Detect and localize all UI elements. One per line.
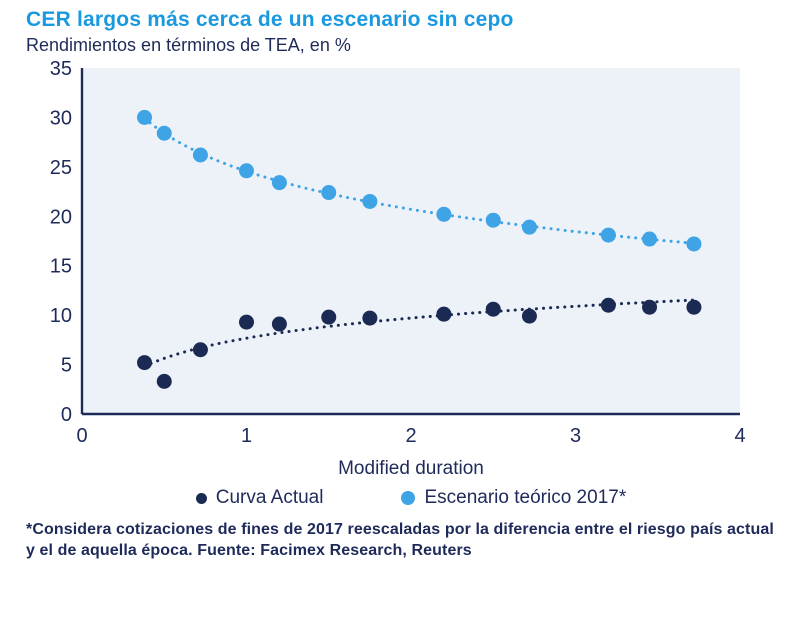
data-point [600, 297, 616, 313]
data-point [156, 373, 172, 389]
data-point [137, 109, 153, 125]
y-tick-label: 15 [50, 256, 72, 278]
data-point [436, 306, 452, 322]
y-tick-label: 30 [50, 107, 72, 129]
data-point [362, 310, 378, 326]
legend-item-escenario-2017: Escenario teórico 2017* [401, 487, 626, 509]
data-point [156, 125, 172, 141]
y-tick-label: 5 [61, 355, 72, 377]
chart-title: CER largos más cerca de un escenario sin… [26, 8, 514, 31]
legend-item-curva-actual: Curva Actual [195, 487, 324, 509]
data-point [521, 308, 537, 324]
legend-dot-escenario-2017 [401, 491, 416, 505]
legend-label-escenario-2017: Escenario teórico 2017* [424, 487, 627, 508]
x-tick-label: 0 [76, 425, 87, 447]
data-point [137, 355, 153, 371]
legend-label-curva-actual: Curva Actual [215, 487, 324, 508]
data-point [192, 342, 208, 358]
y-tick-label: 10 [50, 305, 72, 327]
data-point [436, 206, 452, 222]
data-point [600, 227, 616, 243]
y-tick-label: 35 [50, 58, 72, 80]
data-point [686, 299, 702, 315]
data-point [239, 163, 254, 179]
x-tick-label: 4 [734, 425, 745, 447]
y-tick-label: 0 [61, 404, 72, 426]
data-point [485, 301, 501, 317]
data-point [271, 316, 287, 332]
footnote: *Considera cotizaciones de fines de 2017… [26, 521, 774, 560]
chart-subtitle: Rendimientos en términos de TEA, en % [26, 35, 351, 55]
data-point [642, 231, 658, 247]
x-tick-label: 3 [570, 425, 581, 447]
data-point [321, 185, 337, 201]
legend-dot-curva-actual [195, 492, 207, 504]
data-point [521, 219, 537, 235]
y-tick-label: 25 [50, 157, 72, 179]
x-tick-label: 1 [241, 425, 252, 447]
data-point [642, 299, 658, 315]
plot-area [82, 68, 740, 414]
data-point [239, 314, 254, 330]
data-point [362, 193, 378, 209]
data-point [192, 147, 208, 163]
y-tick-label: 20 [50, 206, 72, 228]
data-point [485, 212, 501, 228]
x-tick-label: 2 [405, 425, 416, 447]
chart-legend: Curva Actual Escenario teórico 2017* [36, 487, 786, 509]
data-point [686, 236, 702, 252]
x-axis-label: Modified duration [338, 458, 484, 479]
scatter-chart: 0 5 10 15 20 25 30 35 0 1 2 3 4 [50, 58, 746, 447]
data-point [271, 175, 287, 191]
data-point [321, 309, 337, 325]
